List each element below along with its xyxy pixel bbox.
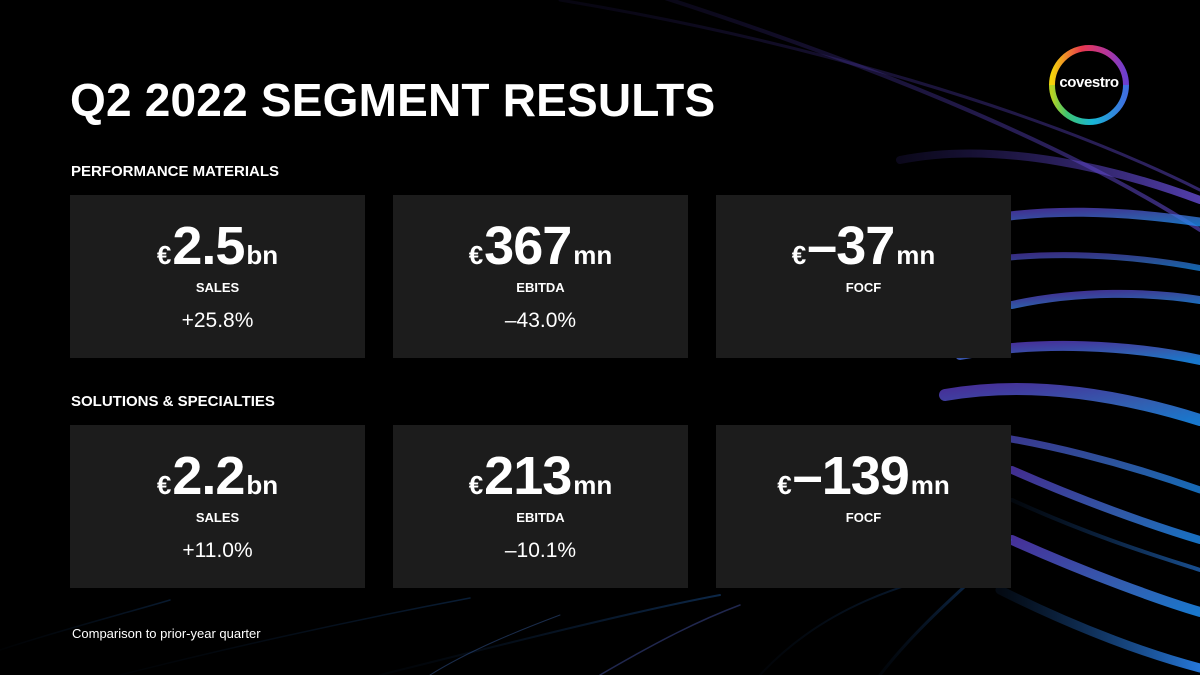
metric-unit: bn	[246, 240, 279, 270]
currency-symbol: €	[777, 470, 792, 500]
metric-amount: 367	[484, 216, 572, 276]
metric-card-pm-ebitda: € 367 mn EBITDA –43.0%	[393, 195, 688, 358]
metric-amount: –37	[807, 216, 895, 276]
metric-label: SALES	[195, 280, 240, 295]
logo-wordmark: covestro	[1059, 74, 1119, 91]
section-label-performance-materials: PERFORMANCE MATERIALS	[71, 163, 280, 180]
metric-unit: mn	[573, 470, 613, 500]
metric-change: –43.0%	[504, 309, 577, 332]
currency-symbol: €	[468, 470, 484, 500]
metric-card-ss-sales: € 2.2 bn SALES +11.0%	[70, 425, 365, 588]
metric-card-pm-sales: € 2.5 bn SALES +25.8%	[70, 195, 365, 358]
metric-unit: mn	[910, 470, 950, 500]
section-label-solutions-specialties: SOLUTIONS & SPECIALTIES	[71, 393, 275, 410]
metric-label: EBITDA	[516, 510, 565, 525]
metric-value: € 367 mn	[393, 215, 688, 277]
metric-change: –10.1%	[504, 539, 577, 562]
metric-amount: 213	[484, 446, 572, 506]
currency-symbol: €	[791, 240, 807, 270]
metric-label: SALES	[195, 510, 240, 525]
metric-value: € –139 mn	[716, 445, 1011, 507]
metric-unit: mn	[896, 240, 936, 270]
metric-card-ss-ebitda: € 213 mn EBITDA –10.1%	[393, 425, 688, 588]
metric-card-pm-focf: € –37 mn FOCF	[716, 195, 1011, 358]
metric-value: € 2.5 bn	[70, 215, 365, 277]
currency-symbol: €	[156, 470, 172, 500]
covestro-ring-icon	[1049, 45, 1129, 125]
metric-label: FOCF	[845, 280, 882, 295]
metric-change: +11.0%	[182, 539, 253, 562]
currency-symbol: €	[468, 240, 484, 270]
page-title: Q2 2022 SEGMENT RESULTS	[70, 74, 716, 126]
footnote: Comparison to prior-year quarter	[72, 626, 261, 641]
metric-value: € 213 mn	[393, 445, 688, 507]
metric-amount: 2.5	[172, 216, 245, 276]
metric-card-ss-focf: € –139 mn FOCF	[716, 425, 1011, 588]
metric-value: € 2.2 bn	[70, 445, 365, 507]
metric-unit: mn	[573, 240, 613, 270]
metric-label: EBITDA	[516, 280, 565, 295]
currency-symbol: €	[156, 240, 172, 270]
performance-materials-grid: € 2.5 bn SALES +25.8% € 367 mn EBITDA –4…	[70, 195, 1011, 358]
solutions-specialties-grid: € 2.2 bn SALES +11.0% € 213 mn EBITDA –1…	[70, 425, 1011, 588]
metric-unit: bn	[246, 470, 279, 500]
metric-value: € –37 mn	[716, 215, 1011, 277]
metric-amount: –139	[792, 446, 910, 506]
metric-change: +25.8%	[181, 309, 254, 332]
metric-amount: 2.2	[172, 446, 245, 506]
metric-label: FOCF	[845, 510, 882, 525]
covestro-logo: covestro	[1046, 42, 1132, 128]
